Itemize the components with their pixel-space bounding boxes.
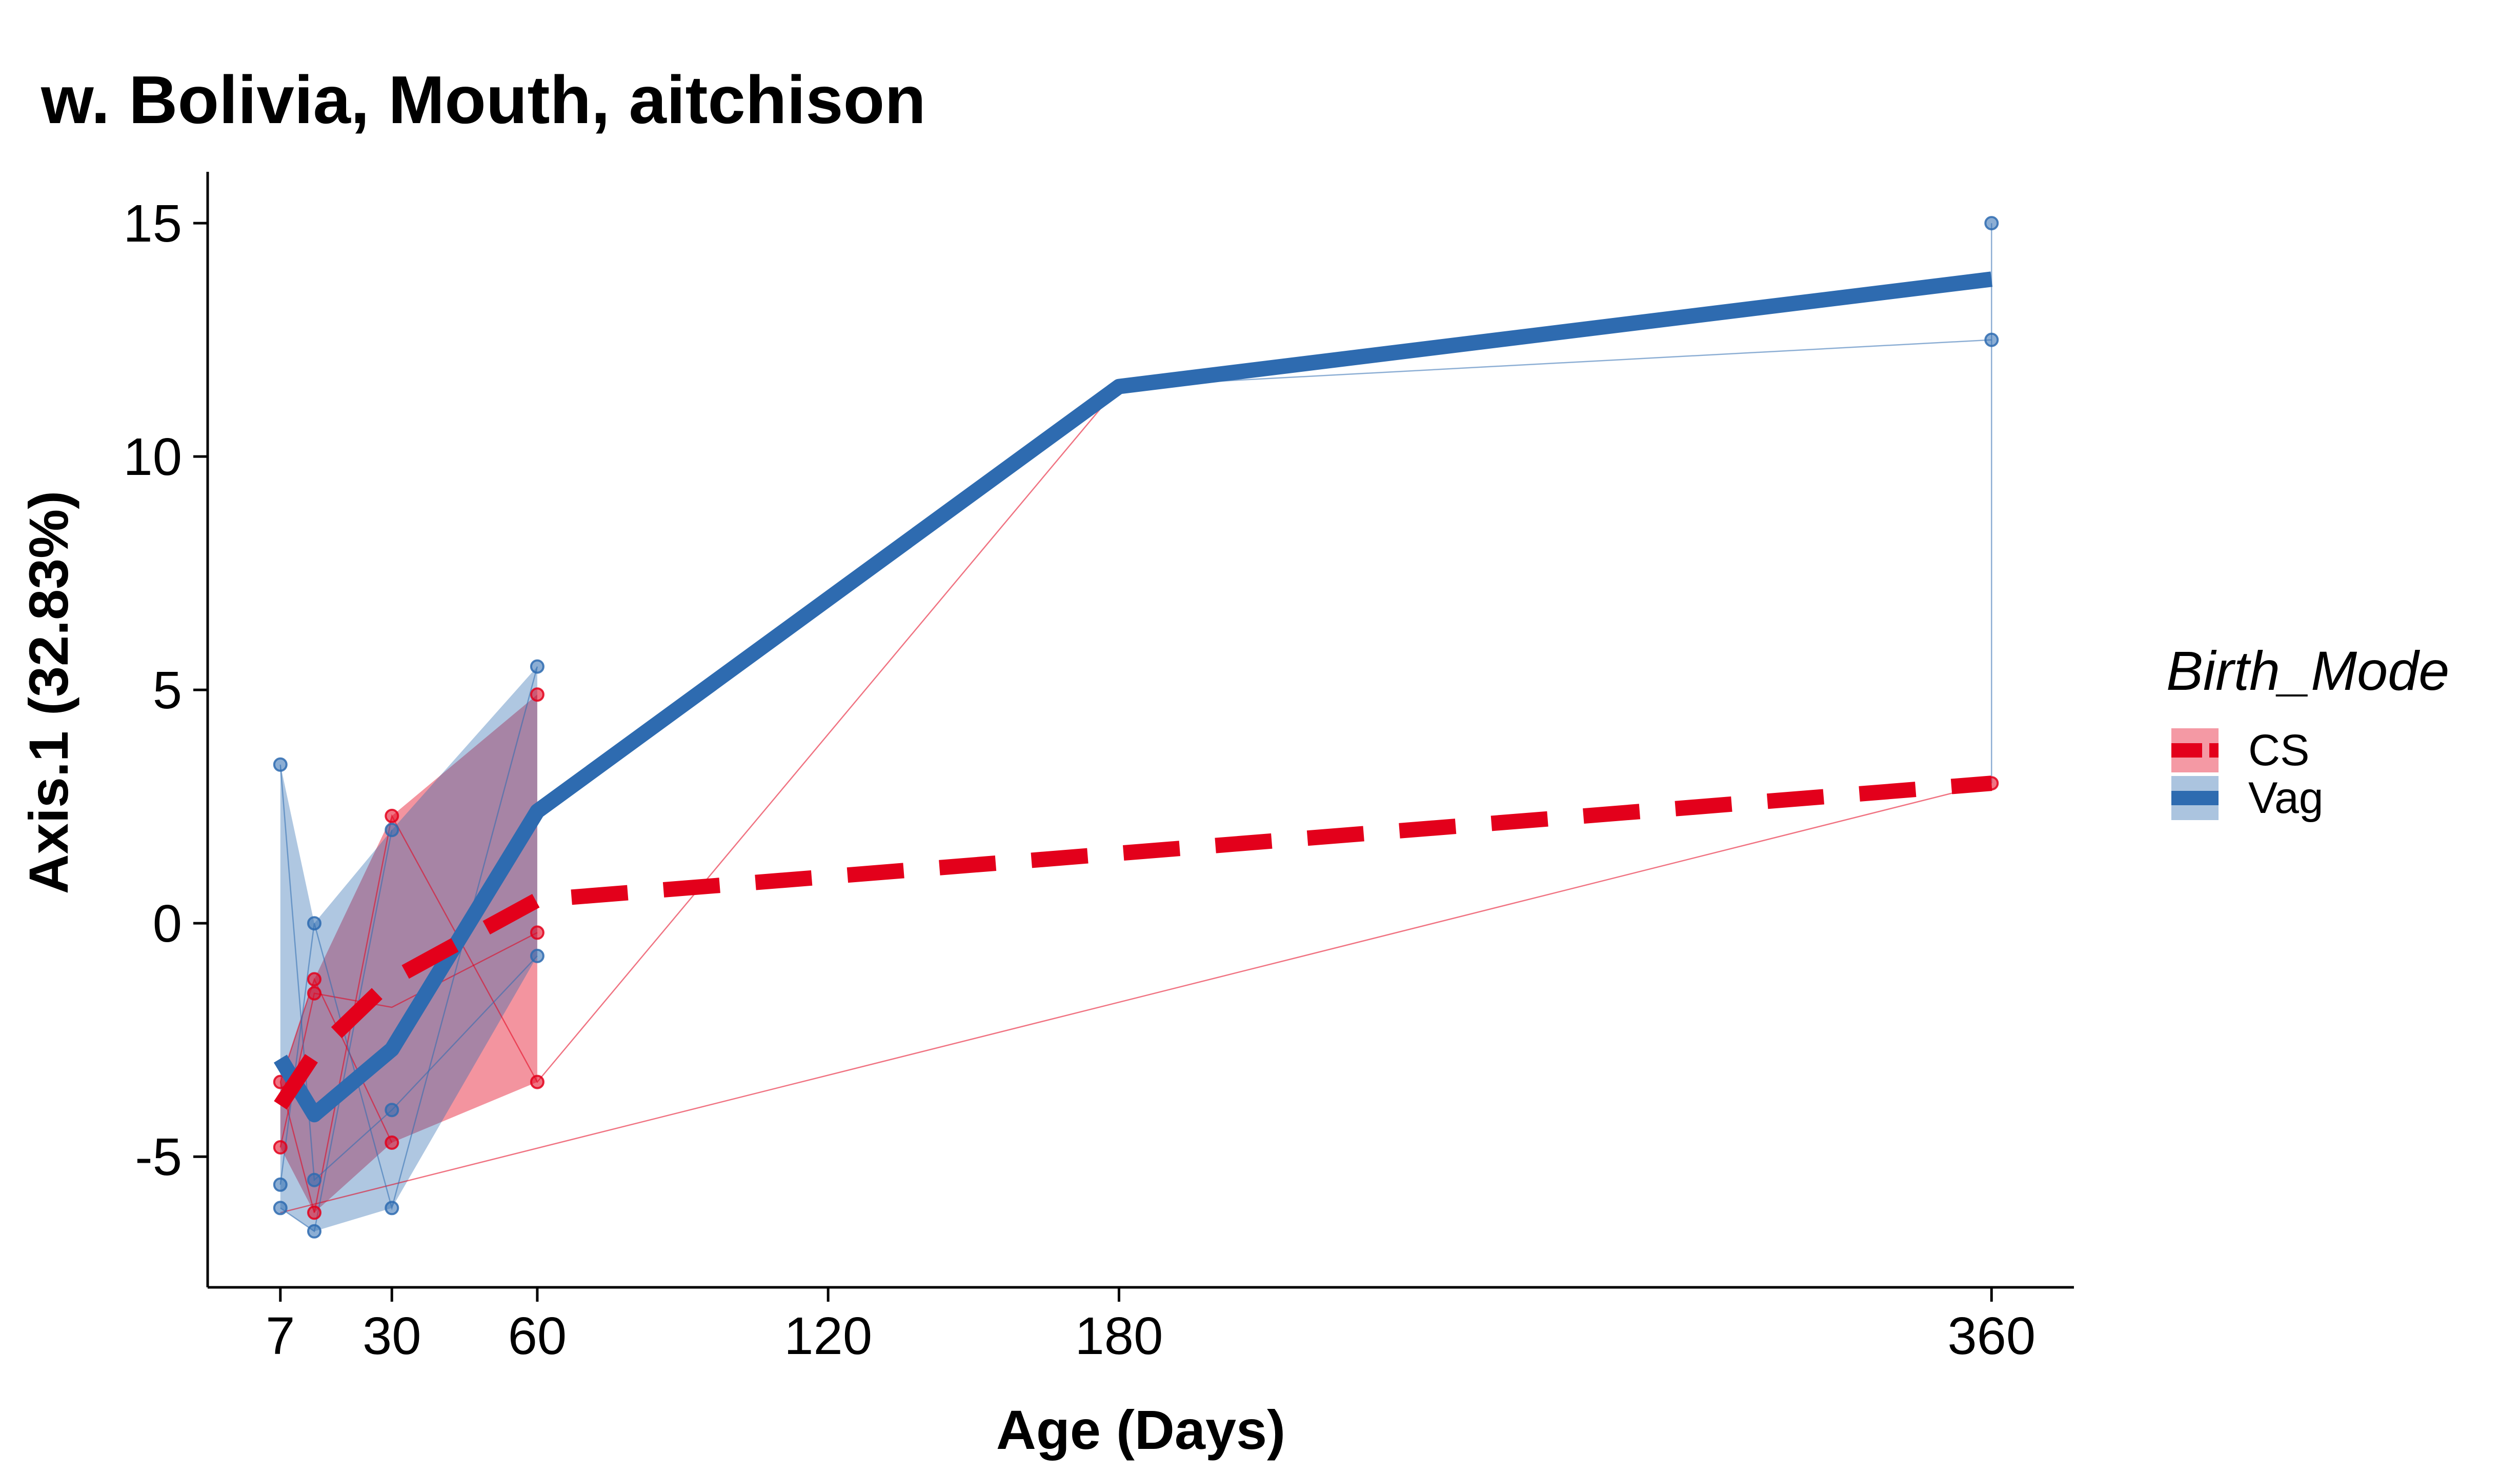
legend-entry-cs: CS	[2171, 726, 2309, 775]
x-tick-label: 180	[1075, 1306, 1163, 1365]
y-ticks: -5 0 5 10 15	[123, 194, 208, 1186]
x-tick-label: 360	[1947, 1306, 2035, 1365]
point-vag	[530, 659, 545, 674]
subject-line-vag	[279, 764, 538, 1182]
y-tick-label: 0	[153, 894, 182, 953]
point-vag	[385, 1201, 399, 1216]
legend-entry-vag: Vag	[2171, 773, 2324, 823]
point-vag	[385, 823, 399, 838]
point-vag	[385, 1103, 399, 1118]
subject-line-vag	[1119, 339, 1992, 387]
point-cs	[530, 925, 545, 940]
x-ticks: 7 30 60 120 180 360	[266, 1287, 2035, 1365]
chart-title: w. Bolivia, Mouth, aitchison	[41, 62, 926, 137]
point-cs	[385, 1135, 399, 1150]
x-axis-title: Age (Days)	[996, 1399, 1285, 1461]
point-cs	[307, 1205, 321, 1220]
point-cs	[530, 1074, 545, 1089]
axes: -5 0 5 10 15 7 30 60 120 180 360	[123, 172, 2074, 1365]
legend-label-vag: Vag	[2248, 773, 2324, 823]
point-vag	[1984, 332, 1999, 347]
point-vag	[1984, 216, 1999, 231]
mean-lines	[273, 271, 1993, 1123]
y-axis-title: Axis.1 (32.83%)	[17, 491, 79, 894]
x-tick-label: 120	[784, 1306, 872, 1365]
y-tick-label: 5	[153, 661, 182, 720]
x-tick-label: 60	[508, 1306, 567, 1365]
x-tick-label: 30	[362, 1306, 421, 1365]
mean-line-cs	[274, 775, 1992, 1110]
point-vag	[307, 916, 321, 931]
point-vag	[273, 757, 288, 772]
point-vag	[307, 1172, 321, 1187]
point-cs	[273, 1140, 288, 1154]
points	[273, 216, 1999, 1239]
point-vag	[307, 1224, 321, 1239]
point-vag	[273, 1177, 288, 1192]
y-tick-label: 15	[123, 194, 182, 253]
legend-label-cs: CS	[2248, 726, 2309, 775]
legend-title: Birth_Mode	[2166, 640, 2449, 702]
mean-line-vag	[273, 271, 1993, 1123]
point-cs	[307, 986, 321, 1001]
subject-line-cs	[280, 782, 1992, 1213]
x-tick-label: 7	[266, 1306, 295, 1365]
point-cs	[307, 972, 321, 987]
point-cs	[385, 808, 399, 823]
point-vag	[273, 1201, 288, 1216]
y-tick-label: -5	[135, 1127, 182, 1186]
point-cs	[530, 687, 545, 702]
point-vag	[530, 948, 545, 963]
plot-area	[273, 216, 1999, 1239]
y-tick-label: 10	[123, 427, 182, 486]
